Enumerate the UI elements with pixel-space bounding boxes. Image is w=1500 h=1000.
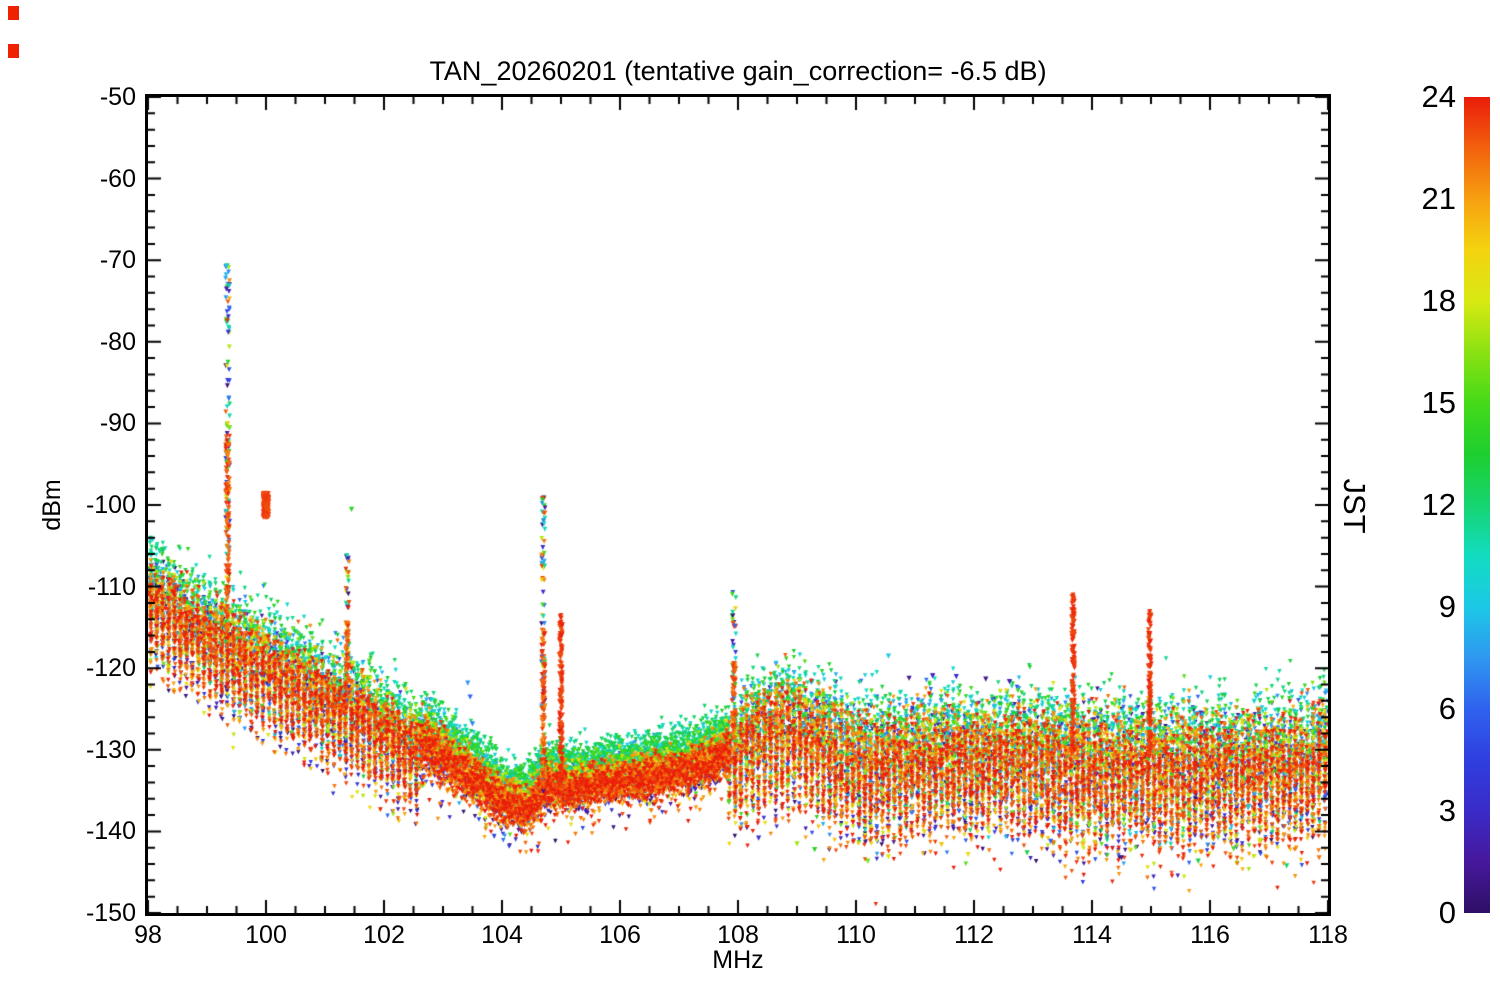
- y-tick-label: -90: [99, 409, 136, 438]
- y-tick-label: -120: [85, 654, 136, 683]
- y-axis-tick-labels: -150 -140 -130 -120 -110 -100 -90 -80 -70 -60 -50: [0, 0, 136, 1000]
- y-tick-label: -130: [85, 735, 136, 764]
- colorbar-tick-label: 21: [1421, 181, 1456, 216]
- x-tick-label: 100: [245, 921, 287, 949]
- y-tick-label: -70: [99, 246, 136, 275]
- scatter-plot-canvas: [148, 97, 1328, 913]
- y-tick-label: -80: [99, 327, 136, 356]
- x-tick-label: 108: [717, 921, 759, 949]
- colorbar-label: JST: [1337, 478, 1372, 534]
- x-tick-label: 104: [481, 921, 523, 949]
- x-tick-label: 116: [1190, 921, 1230, 949]
- colorbar-tick-label: 18: [1421, 283, 1456, 318]
- x-tick-label: 98: [134, 921, 162, 949]
- y-tick-label: -60: [99, 164, 136, 193]
- x-tick-label: 102: [363, 921, 405, 949]
- colorbar-tick-label: 12: [1421, 487, 1456, 522]
- y-tick-label: -110: [87, 572, 136, 601]
- x-tick-label: 106: [599, 921, 641, 949]
- colorbar-tick-label: 9: [1438, 589, 1456, 624]
- colorbar-tick-label: 24: [1421, 79, 1456, 114]
- y-tick-label: -150: [85, 899, 136, 927]
- x-axis-tick-labels: 98 100 102 104 106 108 110 112 114 116 118: [0, 921, 1500, 951]
- y-tick-label: -140: [85, 817, 136, 846]
- colorbar-tick-label: 15: [1421, 385, 1456, 420]
- y-tick-label: -50: [99, 83, 136, 111]
- colorbar-tick-label: 3: [1438, 793, 1456, 828]
- x-tick-label: 110: [836, 921, 876, 949]
- chart-title: TAN_20260201 (tentative gain_correction=…: [429, 56, 1047, 86]
- screen-artifact-mark: [8, 6, 19, 20]
- x-axis-label: MHz: [712, 946, 764, 974]
- colorbar-tick-labels: 0 3 6 9 12 15 18 21 24: [1356, 0, 1456, 1000]
- screen-artifact-mark: [8, 44, 19, 58]
- y-tick-label: -100: [85, 491, 136, 519]
- y-axis-label: dBm: [38, 479, 66, 531]
- colorbar-tick-label: 6: [1438, 691, 1456, 726]
- colorbar-tick-label: 0: [1438, 895, 1456, 930]
- x-tick-label: 118: [1308, 921, 1348, 949]
- colorbar: [1464, 97, 1490, 913]
- x-tick-label: 112: [954, 921, 994, 949]
- x-tick-label: 114: [1072, 921, 1112, 949]
- plot-frame: [145, 94, 1331, 916]
